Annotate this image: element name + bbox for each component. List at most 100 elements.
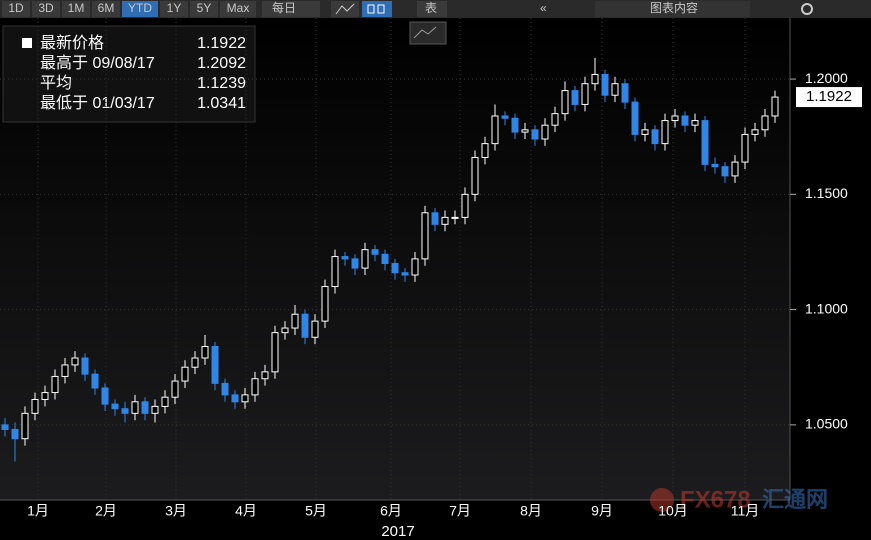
candle-body [511,117,519,133]
collapse-icon[interactable]: « [540,1,547,15]
chart-content[interactable]: 图表内容 [650,0,698,15]
range-button[interactable] [220,1,256,17]
candle-body [121,408,129,414]
button[interactable] [595,1,750,17]
candle-body [361,249,369,269]
candle-body [291,313,299,329]
candle-body [181,366,189,382]
range-label[interactable]: 3D [38,1,54,15]
line-icon [335,3,355,15]
candle-body [521,129,529,133]
candle-body [381,253,389,264]
info-box [2,25,256,123]
candle-body [111,403,119,410]
range-button[interactable] [190,1,218,17]
range-label[interactable]: 5Y [197,1,212,15]
settings-icon[interactable] [801,3,813,15]
candle-body [581,83,589,105]
candle-body [271,332,279,373]
toolbar: 每日 表 « 图表内容 1D 3D 1M 6M YTD 1Y 5Y Max [0,0,871,45]
y-tick-label: 1.1500 [805,185,848,201]
range-label[interactable]: Max [227,1,250,15]
candle-body [401,272,409,276]
x-tick-label: 8月 [520,503,542,519]
candle-body [751,129,759,135]
range-label[interactable]: 1M [68,1,85,15]
candle-icon [367,4,375,14]
range-button[interactable] [32,1,60,17]
candle-body [221,382,229,396]
x-tick-label: 7月 [449,503,471,519]
candle-body [1,424,9,430]
range-label[interactable]: 6M [98,1,115,15]
x-tick-label: 10月 [658,503,688,519]
candle-body [501,115,509,119]
candle-body [371,249,379,255]
candle-body [481,143,489,158]
candle-body [211,345,219,384]
range-button[interactable] [92,1,120,17]
table-button[interactable]: 表 [425,1,437,15]
candle-body [711,163,719,168]
range-label[interactable]: YTD [128,1,152,15]
candle-body [621,83,629,103]
range-button[interactable] [160,1,188,17]
watermark-logo [650,488,674,512]
candle-body [131,401,139,414]
range-label[interactable]: 1Y [167,1,182,15]
info-swatch [22,38,32,48]
last-price-label: 1.1922 [806,88,852,105]
candle-body [601,73,609,96]
button[interactable] [362,1,392,17]
candle-body [731,161,739,177]
candle-body [161,396,169,407]
button[interactable] [262,1,320,17]
candle-body [421,212,429,260]
candle-body [441,216,449,225]
candle-body [151,405,159,414]
x-tick-label: 1月 [27,503,49,519]
info-label: 最高于 09/08/17 [40,54,155,72]
candle-body [531,129,539,140]
info-value: 1.0341 [197,95,246,112]
chart-type-button[interactable] [409,21,447,45]
range-button[interactable] [62,1,90,17]
x-tick-label: 4月 [235,503,257,519]
candle-body [461,193,469,218]
candle-body [391,262,399,274]
watermark-brand: FX678 [680,486,751,513]
x-tick-label: 3月 [165,503,187,519]
info-value: 1.2092 [197,55,246,72]
x-axis-label: 2017 [381,523,414,540]
candle-body [471,156,479,195]
x-tick-label: 5月 [305,503,327,519]
frequency[interactable]: 每日 [272,0,296,15]
candle-body [331,256,339,288]
candle-body [651,129,659,145]
range-button[interactable] [122,1,158,17]
candle-body [241,394,249,403]
candle-body [191,357,199,368]
candle-body [301,313,309,338]
x-tick-label: 2月 [95,503,117,519]
candle-body [251,378,259,396]
line-icon [413,26,437,39]
range-button[interactable] [2,1,30,17]
candle-body [81,357,89,375]
candle-body [281,327,289,334]
candle-body [561,90,569,115]
y-tick-label: 1.0500 [805,416,848,432]
candle-body [91,373,99,389]
candle-body [491,115,499,145]
range-label[interactable]: 1D [8,1,24,15]
candle-body [761,115,769,131]
candle-body [171,380,179,398]
candle-body [311,320,319,338]
button[interactable] [417,1,447,17]
candle-body [321,286,329,322]
candle-body [61,364,69,377]
candle-body [31,398,39,414]
y-tick-label: 1.2000 [805,70,848,86]
candle-body [451,216,459,219]
candle-body [71,357,79,366]
